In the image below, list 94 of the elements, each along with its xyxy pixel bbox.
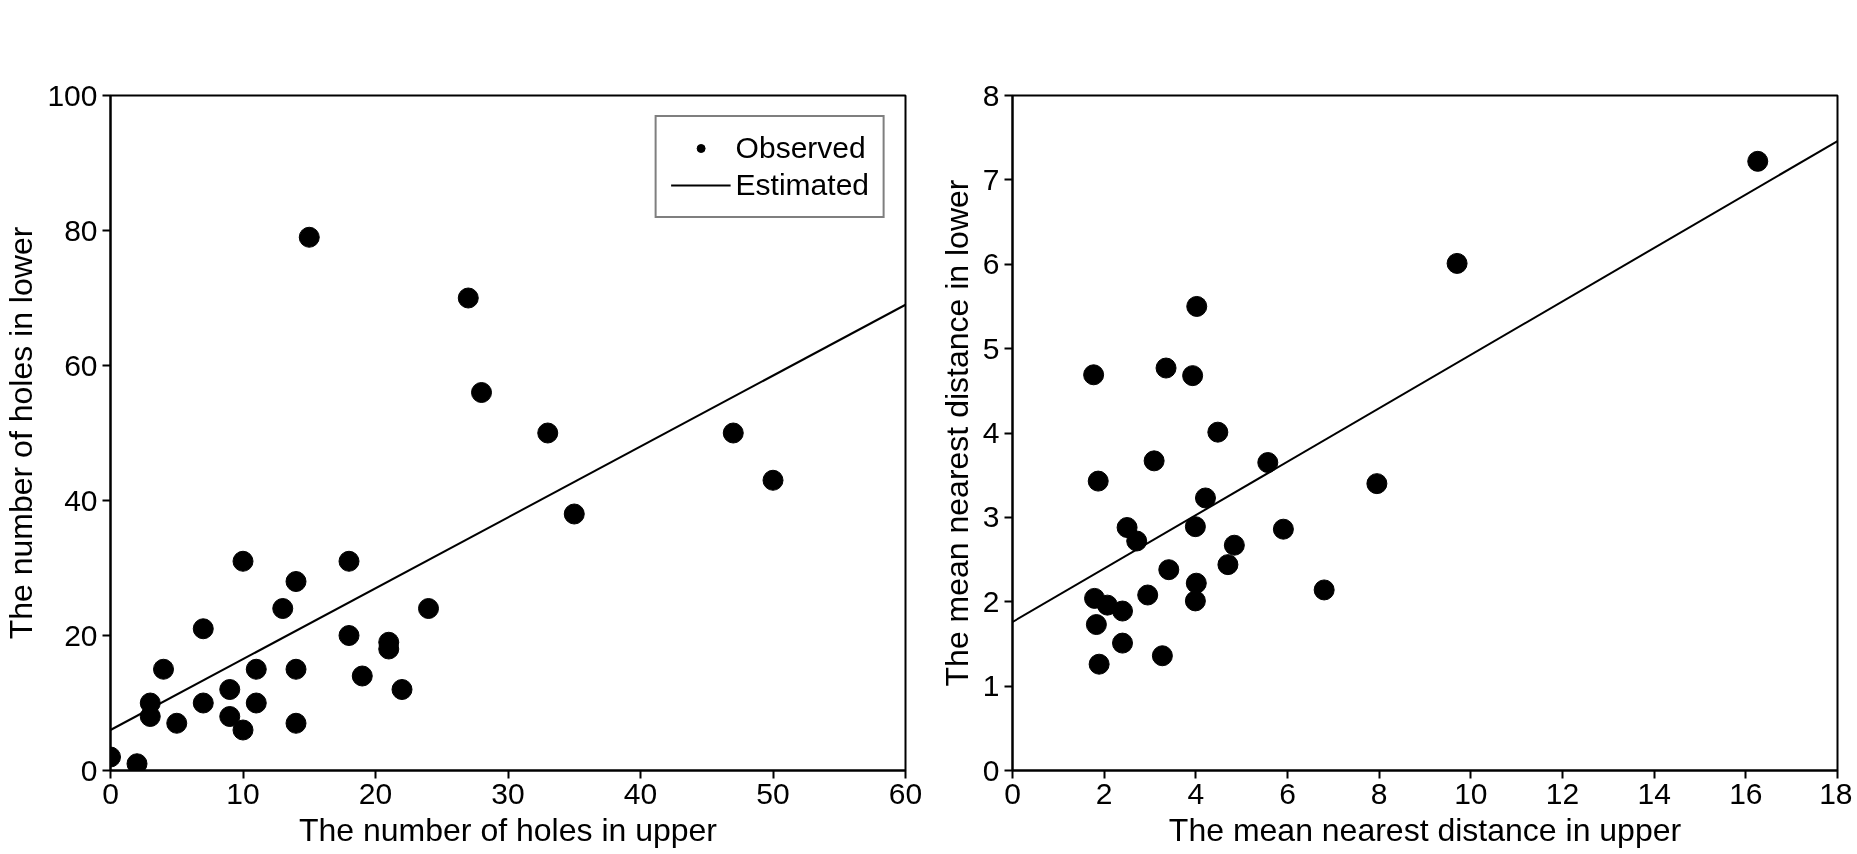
y-tick-label: 0 bbox=[80, 753, 98, 787]
point bbox=[1088, 653, 1110, 675]
point bbox=[1112, 632, 1133, 654]
point bbox=[1185, 572, 1207, 594]
point bbox=[418, 598, 439, 619]
point bbox=[285, 712, 307, 734]
x-tick-label: 20 bbox=[358, 776, 393, 810]
x-tick-label: 50 bbox=[756, 776, 790, 810]
y-tick-label: 60 bbox=[64, 348, 98, 382]
point bbox=[471, 382, 492, 403]
point bbox=[126, 753, 148, 771]
point bbox=[219, 706, 241, 727]
y-tick-label: 1 bbox=[982, 669, 1000, 703]
point bbox=[285, 571, 307, 592]
point bbox=[1366, 473, 1388, 495]
point bbox=[1143, 450, 1165, 472]
point bbox=[245, 692, 267, 714]
y-tick-label: 100 bbox=[47, 78, 98, 112]
point bbox=[1151, 645, 1173, 667]
point bbox=[166, 712, 188, 734]
y-tick-label: 7 bbox=[982, 162, 1000, 196]
y-tick-label: 2 bbox=[982, 584, 1000, 618]
point bbox=[192, 618, 214, 640]
point bbox=[537, 422, 559, 444]
point bbox=[1272, 518, 1294, 540]
x-tick-label: 16 bbox=[1729, 776, 1763, 810]
x-tick-label: 0 bbox=[102, 776, 119, 810]
point bbox=[139, 706, 161, 727]
point bbox=[1155, 357, 1177, 379]
point bbox=[232, 550, 254, 572]
point bbox=[1184, 516, 1206, 538]
point bbox=[1137, 584, 1159, 606]
y-tick-label: 40 bbox=[64, 483, 98, 517]
point bbox=[391, 679, 413, 700]
x-tick-label: 0 bbox=[1004, 776, 1021, 810]
x-tick-label: 8 bbox=[1370, 776, 1388, 810]
point bbox=[1194, 487, 1216, 509]
x-tick-label: 2 bbox=[1095, 776, 1113, 810]
point bbox=[1083, 364, 1105, 386]
legend-label: Observed bbox=[735, 131, 866, 165]
point bbox=[1223, 534, 1245, 556]
x-tick-label: 10 bbox=[1454, 776, 1488, 810]
point bbox=[1087, 470, 1109, 492]
point bbox=[219, 679, 241, 700]
point bbox=[338, 550, 360, 572]
point bbox=[272, 598, 294, 619]
point bbox=[192, 692, 214, 714]
point bbox=[1112, 600, 1133, 622]
y-tick-label: 80 bbox=[64, 213, 98, 247]
point bbox=[1257, 452, 1279, 474]
x-tick-label: 12 bbox=[1545, 776, 1580, 810]
point bbox=[351, 665, 373, 687]
point bbox=[1217, 554, 1239, 576]
point bbox=[285, 658, 307, 680]
point bbox=[1116, 517, 1138, 538]
y-tick-label: 8 bbox=[982, 78, 1000, 112]
y-axis-title: The number of holes in lower bbox=[3, 226, 40, 640]
point bbox=[232, 719, 254, 741]
x-tick-label: 6 bbox=[1279, 776, 1296, 810]
y-axis-title: The mean nearest distance in lower bbox=[938, 179, 975, 687]
point bbox=[1158, 559, 1180, 581]
point bbox=[722, 422, 744, 444]
point bbox=[1182, 365, 1204, 387]
point bbox=[1446, 252, 1468, 274]
x-axis-title: The number of holes in upper bbox=[298, 811, 718, 848]
y-tick-label: 20 bbox=[64, 618, 98, 652]
x-tick-label: 4 bbox=[1187, 776, 1205, 810]
x-tick-label: 10 bbox=[226, 776, 260, 810]
point bbox=[245, 658, 267, 680]
x-axis-title: The mean nearest distance in upper bbox=[1168, 811, 1682, 848]
x-tick-label: 40 bbox=[623, 776, 658, 810]
y-tick-label: 4 bbox=[982, 416, 1000, 449]
x-tick-label: 60 bbox=[888, 776, 923, 810]
x-tick-label: 14 bbox=[1637, 776, 1671, 810]
x-tick-label: 30 bbox=[491, 776, 525, 810]
point bbox=[762, 469, 784, 491]
point bbox=[1313, 579, 1335, 601]
y-tick-label: 6 bbox=[982, 247, 1000, 281]
point bbox=[1085, 614, 1107, 636]
point bbox=[1184, 590, 1206, 612]
point bbox=[298, 226, 320, 248]
point bbox=[153, 658, 174, 680]
y-tick-label: 3 bbox=[982, 500, 1000, 534]
point bbox=[1186, 295, 1208, 317]
y-tick-label: 5 bbox=[982, 331, 1000, 365]
x-tick-label: 18 bbox=[1819, 776, 1853, 810]
point bbox=[457, 287, 479, 309]
point bbox=[1126, 530, 1148, 552]
point bbox=[1207, 421, 1229, 443]
y-tick-label: 0 bbox=[982, 753, 1000, 787]
legend-label: Estimated bbox=[735, 168, 869, 202]
point bbox=[1747, 150, 1769, 172]
point bbox=[563, 503, 585, 525]
point bbox=[338, 625, 360, 646]
